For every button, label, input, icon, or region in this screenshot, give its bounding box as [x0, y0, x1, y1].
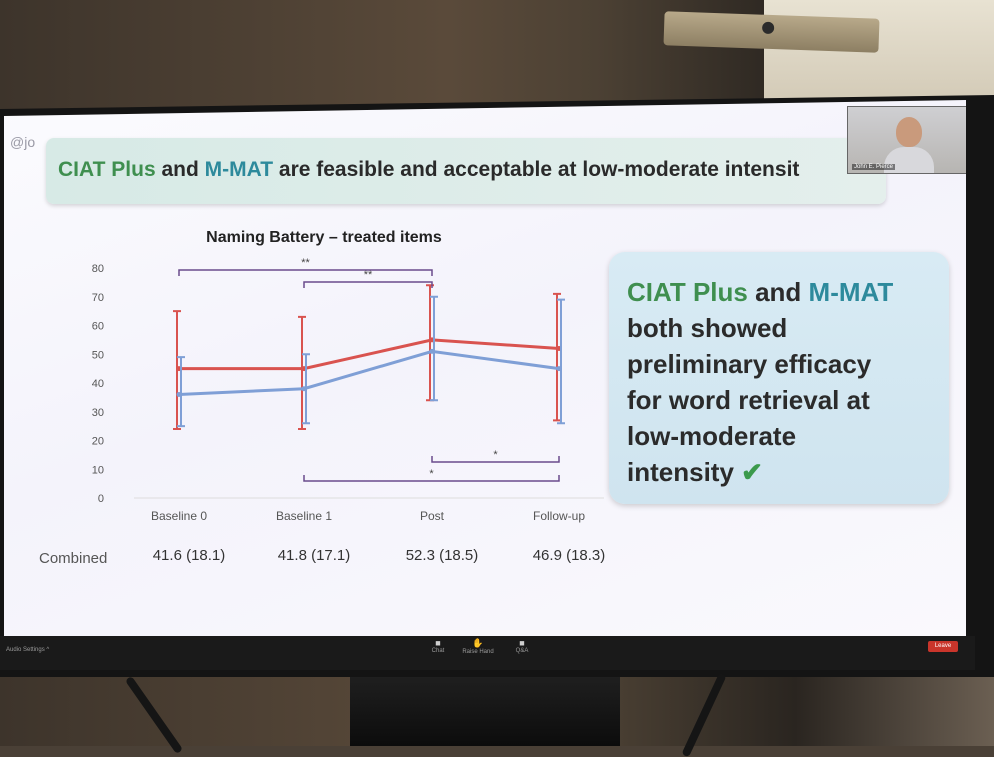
title-ciat-plus: CIAT Plus: [58, 158, 156, 181]
significance-bracket: [303, 281, 433, 288]
y-tick-label: 80: [92, 263, 104, 275]
data-point: [176, 392, 182, 397]
table-cell: 46.9 (18.3): [533, 547, 606, 564]
y-tick-label: 10: [92, 464, 104, 476]
data-point: [301, 386, 307, 392]
table-cell: 52.3 (18.5): [406, 547, 479, 564]
y-tick-label: 60: [92, 321, 104, 333]
qa-icon: ■: [519, 638, 525, 648]
callout-m-mat: M-MAT: [808, 277, 894, 307]
significance-marker: **: [301, 257, 310, 269]
significance-bracket: [431, 456, 560, 463]
raise-hand-button[interactable]: ✋ Raise Hand: [461, 638, 495, 655]
x-tick-label: Baseline 0: [151, 509, 207, 523]
slide-title-banner: CIAT Plus and M-MAT are feasible and acc…: [46, 138, 886, 204]
title-rest: are feasible and acceptable at low-moder…: [273, 158, 800, 181]
efficacy-callout: CIAT Plus and M-MAT both showed prelimin…: [609, 252, 949, 504]
slide-title: CIAT Plus and M-MAT are feasible and acc…: [58, 158, 799, 182]
y-tick-label: 50: [92, 349, 104, 361]
significance-bracket: [178, 269, 433, 276]
table-row-label: Combined: [39, 550, 107, 567]
checkmark-icon: ✔: [741, 457, 763, 487]
chat-button[interactable]: ■ Chat: [421, 638, 455, 654]
series-line: [178, 349, 560, 396]
callout-line-6: intensity ✔: [627, 454, 893, 490]
webcam-lens: [761, 21, 775, 35]
title-m-mat: M-MAT: [204, 158, 274, 181]
callout-intensity: intensity: [627, 457, 734, 487]
naming-battery-chart: Naming Battery – treated items 0 10 20 30 40 5…: [39, 229, 606, 567]
callout-and: and: [747, 277, 809, 307]
y-tick-label: 30: [92, 407, 104, 419]
x-tick-label: Follow-up: [533, 509, 585, 523]
twitter-handle: @jo: [10, 134, 36, 150]
screen: @jo CIAT Plus and M-MAT are feasible and…: [4, 100, 966, 642]
data-point: [429, 348, 435, 354]
table-cell: 41.6 (18.1): [153, 547, 226, 564]
participant-name: John E. Pierce: [852, 164, 896, 170]
series-line: [179, 338, 560, 371]
leave-button[interactable]: Leave: [928, 641, 958, 652]
y-tick-label: 0: [98, 493, 104, 505]
significance-marker: **: [364, 269, 373, 281]
raise-hand-label: Raise Hand: [462, 649, 494, 655]
callout-line-1: CIAT Plus and M-MAT: [627, 274, 893, 310]
significance-bracket: [303, 475, 560, 482]
hand-icon: ✋: [472, 638, 484, 648]
qa-label: Q&A: [515, 648, 529, 654]
y-tick-label: 40: [92, 378, 104, 390]
participant-video[interactable]: John E. Pierce: [847, 106, 966, 174]
callout-line-3: preliminary efficacy: [627, 349, 872, 379]
callout-ciat-plus: CIAT Plus: [627, 277, 748, 307]
participant-face: [896, 117, 922, 147]
title-and: and: [155, 158, 205, 181]
callout-text: CIAT Plus and M-MAT both showed prelimin…: [627, 274, 893, 490]
participant-body: [884, 147, 934, 173]
table-cell: 41.8 (17.1): [278, 547, 351, 564]
audio-settings-button[interactable]: Audio Settings ^: [6, 647, 50, 653]
qa-button[interactable]: ■ Q&A: [505, 638, 539, 654]
chart-title: Naming Battery – treated items: [206, 229, 442, 246]
x-tick-label: Post: [420, 509, 445, 523]
y-tick-label: 70: [92, 292, 104, 304]
significance-marker: *: [493, 449, 498, 461]
callout-line-2: both showed: [627, 313, 788, 343]
x-tick-label: Baseline 1: [276, 509, 332, 523]
y-tick-label: 20: [92, 436, 104, 448]
data-point: [556, 366, 562, 372]
significance-marker: *: [429, 468, 434, 480]
chat-label: Chat: [431, 648, 445, 654]
callout-line-5: low-moderate: [627, 421, 797, 451]
monitor-stand: [350, 677, 620, 746]
meeting-toolbar: Audio Settings ^ ■ Chat ✋ Raise Hand ■ Q&A …: [0, 636, 975, 670]
chat-icon: ■: [435, 638, 441, 648]
callout-line-4: for word retrieval at: [627, 385, 870, 415]
